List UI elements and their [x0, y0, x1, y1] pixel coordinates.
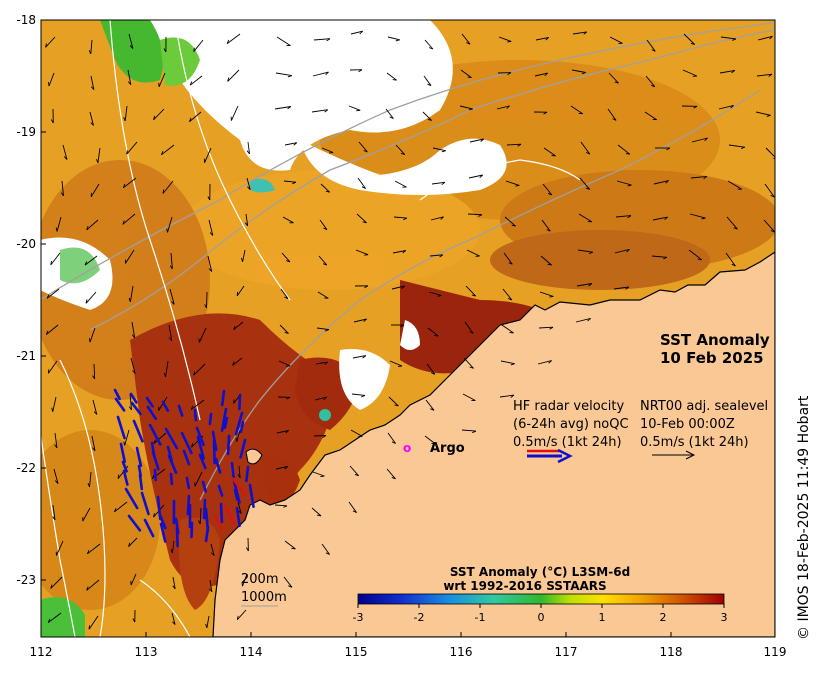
- sealevel-arrow: [207, 292, 208, 308]
- hf-vector: [246, 467, 248, 481]
- hf-vector: [222, 391, 224, 405]
- y-tick-labels: -18 -19 -20 -21 -22 -23: [16, 13, 36, 587]
- y-tick-label: -18: [16, 13, 36, 27]
- argo-label: Argo: [430, 441, 465, 456]
- colorbar-tick-label: 3: [721, 611, 728, 624]
- isobath-200m-label: 200m: [241, 572, 278, 587]
- y-tick-label: -21: [16, 349, 36, 363]
- hf-vector: [232, 463, 234, 477]
- sealevel-arrowhead: [291, 548, 295, 549]
- credit-text: © IMOS 18-Feb-2025 11:49 Hobart: [796, 395, 812, 640]
- sl-legend-line2: 10-Feb 00:00Z: [640, 417, 735, 432]
- sealevel-arrowhead: [626, 154, 630, 155]
- hf-vector: [177, 528, 178, 546]
- sealevel-arrowhead: [320, 476, 324, 477]
- map-date: 10 Feb 2025: [660, 349, 764, 367]
- sealevel-arrowhead: [89, 338, 90, 342]
- hf-vector: [192, 523, 193, 537]
- colorbar-tick-label: -1: [475, 611, 486, 624]
- hf-vector: [239, 395, 240, 409]
- sealevel-arrowhead: [507, 41, 511, 42]
- hf-legend-line1: HF radar velocity: [513, 399, 625, 414]
- colorbar-tick-label: 2: [660, 611, 667, 624]
- colorbar-title: SST Anomaly (°C) L3SM-6d: [450, 565, 630, 579]
- hf-vector: [187, 478, 189, 488]
- hf-vector: [221, 504, 222, 522]
- x-tick-label: 117: [555, 645, 578, 659]
- x-tick-label: 114: [240, 645, 263, 659]
- hf-legend-line2: (6-24h avg) noQC: [513, 417, 629, 432]
- x-tick-label: 112: [30, 645, 53, 659]
- colorbar-subtitle: wrt 1992-2016 SSTAARS: [443, 579, 606, 593]
- colorbar-tick-label: 0: [538, 611, 545, 624]
- x-tick-label: 116: [450, 645, 473, 659]
- hf-vector: [195, 410, 196, 420]
- sealevel-arrowhead: [434, 335, 438, 336]
- sealevel-arrowhead: [364, 255, 368, 256]
- y-tick-label: -23: [16, 573, 36, 587]
- sealevel-arrowhead: [393, 80, 397, 81]
- y-tick-label: -22: [16, 461, 36, 475]
- y-tick-label: -20: [16, 237, 36, 251]
- hf-vector: [228, 436, 229, 454]
- sealevel-arrowhead: [468, 77, 472, 78]
- sealevel-arrowhead: [356, 110, 360, 111]
- sealevel-arrowhead: [234, 400, 235, 404]
- argo-marker-icon: o: [403, 441, 411, 455]
- colorbar-tick-label: 1: [599, 611, 606, 624]
- x-tick-label: 118: [660, 645, 683, 659]
- sl-legend-line1: NRT00 adj. sealevel: [640, 399, 768, 414]
- x-tick-label: 119: [764, 645, 787, 659]
- sealevel-arrow: [314, 436, 326, 437]
- x-tick-label: 113: [135, 645, 158, 659]
- colorbar-tick-label: -2: [414, 611, 425, 624]
- isobath-1000m-label: 1000m: [241, 590, 287, 605]
- colorbar-gradient: [358, 594, 724, 604]
- hf-vector: [155, 470, 156, 480]
- map-title: SST Anomaly: [660, 331, 770, 349]
- x-tick-labels: 112 113 114 115 116 117 118 119: [30, 645, 787, 659]
- hf-vector: [171, 474, 172, 484]
- hf-vector: [140, 475, 142, 489]
- x-tick-label: 115: [345, 645, 368, 659]
- map-plot-area: [20, 20, 780, 637]
- colorbar-tick-label: -3: [353, 611, 364, 624]
- sl-legend-line3: 0.5m/s (1kt 24h): [640, 435, 749, 450]
- hf-legend-line3: 0.5m/s (1kt 24h): [513, 435, 622, 450]
- hf-vector: [210, 414, 211, 424]
- hf-vector: [214, 441, 215, 463]
- sealevel-arrowhead: [49, 82, 50, 86]
- y-tick-label: -19: [16, 125, 36, 139]
